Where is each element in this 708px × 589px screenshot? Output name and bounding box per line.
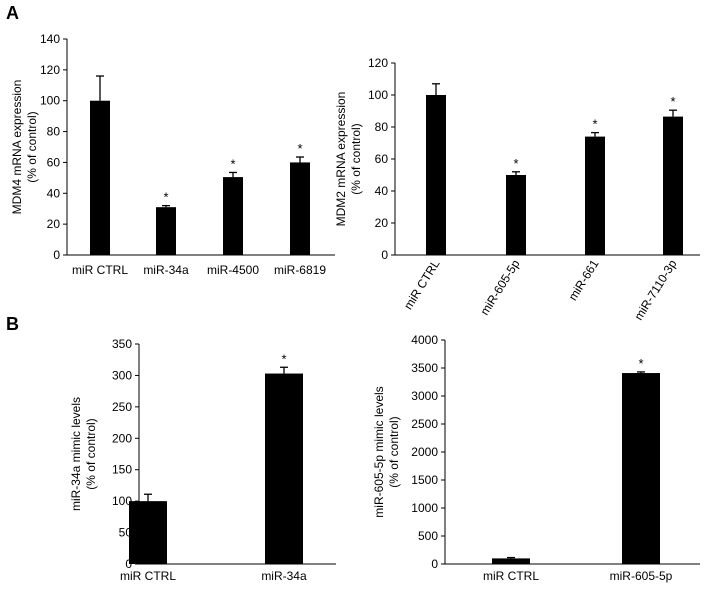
y-tick-label: 80 <box>47 125 61 139</box>
y-tick-label: 140 <box>40 32 60 46</box>
significance-star: * <box>297 141 302 156</box>
mir34a-mimic-chart: 0 50 100 150 200 250 300 350 miR-34a mimic level… <box>69 337 336 583</box>
mir605-mimic-chart: 0 500 1000 1500 2000 2500 3000 3500 4000 miR-605-… <box>372 333 700 583</box>
y-axis-label-line: (% of control) <box>387 416 401 487</box>
significance-star: * <box>592 117 597 132</box>
y-tick-label: 60 <box>375 152 389 166</box>
mdm2-expression-chart: 0 20 40 60 80 100 120 MDM2 mRNA expression (% of… <box>334 56 700 323</box>
category-label: miR CTRL <box>401 257 443 312</box>
category-label: miR-605-5p <box>610 569 673 583</box>
bar <box>585 136 605 255</box>
y-tick-label: 0 <box>125 557 132 571</box>
category-label: miR-4500 <box>207 263 259 277</box>
category-label: miR-7110-3p <box>631 257 679 323</box>
y-tick-label: 300 <box>112 368 132 382</box>
panel-b-letter: B <box>6 314 19 334</box>
significance-star: * <box>670 94 675 109</box>
bar <box>156 207 176 255</box>
bar <box>90 100 110 255</box>
y-tick-label: 20 <box>375 216 389 230</box>
bar <box>129 501 167 564</box>
y-tick-label: 120 <box>368 56 388 70</box>
y-axis-label-line: MDM4 mRNA expression <box>10 80 24 215</box>
y-tick-label: 1000 <box>411 501 438 515</box>
y-tick-label: 40 <box>375 184 389 198</box>
y-tick-label: 250 <box>112 400 132 414</box>
y-axis-label-line: miR-34a mimic levels <box>69 397 83 511</box>
y-tick-label: 350 <box>112 337 132 351</box>
y-tick-label: 20 <box>47 217 61 231</box>
y-axis-label-line: (% of control) <box>25 111 39 182</box>
y-tick-label: 150 <box>112 463 132 477</box>
bar <box>426 95 446 255</box>
y-tick-label: 200 <box>112 431 132 445</box>
y-axis-label-line: MDM2 mRNA expression <box>334 92 348 227</box>
category-label: miR-661 <box>566 257 602 303</box>
y-axis-label-line: (% of control) <box>349 123 363 194</box>
bar <box>492 558 530 564</box>
y-tick-label: 40 <box>47 186 61 200</box>
y-tick-label: 50 <box>119 526 133 540</box>
y-tick-label: 2000 <box>411 445 438 459</box>
significance-star: * <box>638 356 643 371</box>
significance-star: * <box>513 156 518 171</box>
bar <box>663 116 683 255</box>
category-label: miR CTRL <box>120 569 176 583</box>
y-tick-label: 0 <box>431 557 438 571</box>
significance-star: * <box>230 156 235 171</box>
category-label: miR-34a <box>143 263 189 277</box>
panel-a-letter: A <box>6 3 19 23</box>
y-tick-label: 80 <box>375 120 389 134</box>
y-tick-label: 100 <box>112 494 132 508</box>
significance-star: * <box>163 190 168 205</box>
y-axis-label-line: miR-605-5p mimic levels <box>372 386 386 517</box>
bar <box>223 177 243 255</box>
y-tick-label: 1500 <box>411 473 438 487</box>
category-label: miR CTRL <box>483 569 539 583</box>
y-tick-label: 2500 <box>411 417 438 431</box>
bar <box>506 175 526 255</box>
y-tick-label: 500 <box>418 529 438 543</box>
bar <box>265 373 303 564</box>
mdm4-expression-chart: 0 20 40 60 80 100 120 140 MDM4 mRNA expression (%… <box>10 32 335 277</box>
category-label: miR CTRL <box>72 263 128 277</box>
y-tick-label: 60 <box>47 155 61 169</box>
y-tick-label: 4000 <box>411 333 438 347</box>
bar <box>622 373 660 564</box>
y-tick-label: 120 <box>40 63 60 77</box>
y-tick-label: 0 <box>53 248 60 262</box>
y-tick-label: 100 <box>368 88 388 102</box>
significance-star: * <box>281 351 286 366</box>
category-label: miR-605-5p <box>477 257 522 318</box>
y-tick-label: 3000 <box>411 389 438 403</box>
bar <box>290 162 310 255</box>
y-tick-label: 0 <box>381 248 388 262</box>
y-axis-label-line: (% of control) <box>84 418 98 489</box>
category-label: miR-34a <box>261 569 307 583</box>
category-label: miR-6819 <box>274 263 326 277</box>
y-tick-label: 3500 <box>411 361 438 375</box>
y-tick-label: 100 <box>40 94 60 108</box>
